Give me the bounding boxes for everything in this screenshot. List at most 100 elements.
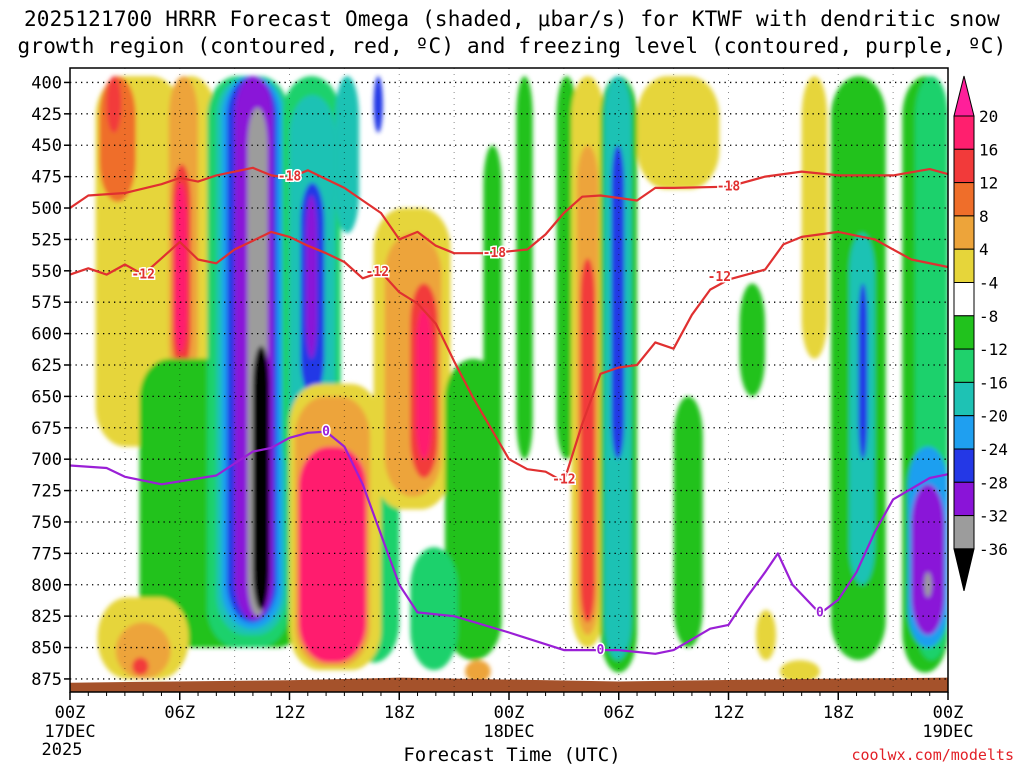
omega-feature-14	[252, 346, 270, 610]
omega-feature-36	[580, 258, 595, 623]
colorbar-swatch-4	[953, 248, 975, 283]
ground-fill	[70, 677, 948, 692]
contour-label-1: -12	[131, 268, 154, 283]
colorbar-label-13: -36	[979, 540, 1008, 559]
omega-feature-56	[779, 660, 820, 683]
colorbar-top-arrow	[953, 75, 975, 117]
y-tick-label-775: 775	[31, 544, 62, 564]
chart-title-line1: 2025121700 HRRR Forecast Omega (shaded, …	[23, 7, 1001, 31]
omega-feature-50	[911, 484, 945, 635]
chart-title: 2025121700 HRRR Forecast Omega (shaded, …	[0, 6, 1024, 60]
x-tick-date-0: 17DEC	[44, 722, 95, 742]
contour-label-2: -12	[366, 265, 389, 280]
omega-feature-31	[483, 145, 502, 535]
contour-label-9: 0	[816, 605, 824, 620]
y-tick-label-550: 550	[31, 262, 62, 282]
y-tick-label-400: 400	[31, 73, 62, 93]
contour-labels: -18 -12 -12 -18 -12 -18 -12 0 0 0	[130, 168, 826, 659]
omega-feature-57	[465, 660, 491, 683]
terrain-ground	[70, 677, 948, 692]
y-tick-label-725: 725	[31, 482, 62, 502]
x-tick-label-1: 06Z	[164, 703, 195, 723]
y-tick-label-850: 850	[31, 639, 62, 659]
omega-shading	[95, 76, 948, 683]
contour-label-3: -18	[483, 246, 507, 261]
colorbar-label-9: -20	[979, 407, 1008, 426]
colorbar-label-0: 20	[979, 107, 998, 126]
omega-feature-53	[115, 622, 171, 679]
x-tick-label-3: 18Z	[384, 703, 415, 723]
y-tick-label-600: 600	[31, 325, 62, 345]
omega-feature-51	[924, 572, 932, 598]
y-tick-label-675: 675	[31, 419, 62, 439]
contour-label-7: 0	[322, 425, 330, 440]
omega-feature-19	[335, 76, 360, 234]
omega-feature-6	[174, 182, 188, 353]
colorbar-swatch-10	[953, 448, 975, 483]
y-tick-label-525: 525	[31, 230, 62, 250]
y-tick-label-450: 450	[31, 136, 62, 156]
x-tick-label-2: 12Z	[274, 703, 305, 723]
contour-label-0: -18	[278, 170, 302, 185]
x-tick-date-4: 18DEC	[483, 722, 534, 742]
colorbar-label-6: -8	[979, 307, 998, 326]
y-tick-label-475: 475	[31, 168, 62, 188]
y-tick-label-875: 875	[31, 670, 62, 690]
x-tick-label-7: 18Z	[823, 703, 854, 723]
contour-freezing_level	[70, 430, 948, 655]
colorbar-label-5: -4	[979, 274, 998, 293]
omega-feature-28	[415, 308, 433, 460]
colorbar-swatch-2	[953, 182, 975, 217]
x-tick-date-8: 19DEC	[922, 722, 973, 742]
chart-title-line2: growth region (contoured, red, ºC) and f…	[17, 34, 1007, 58]
y-tick-label-825: 825	[31, 607, 62, 627]
x-tick-label-0: 00Z	[55, 703, 86, 723]
contour-label-6: -12	[708, 270, 731, 285]
y-tick-label-650: 650	[31, 387, 62, 407]
x-axis-title: Forecast Time (UTC)	[403, 744, 621, 766]
y-tick-label-425: 425	[31, 105, 62, 125]
x-tick-label-4: 00Z	[494, 703, 525, 723]
colorbar-swatch-5	[953, 282, 975, 317]
omega-feature-42	[739, 283, 766, 397]
omega-feature-2	[106, 76, 122, 133]
y-tick-label-575: 575	[31, 293, 62, 313]
omega-feature-30	[410, 547, 458, 671]
contour-dgz_minus12	[70, 230, 948, 483]
contour-label-5: -18	[717, 180, 741, 195]
colorbar-swatch-1	[953, 148, 975, 184]
colorbar-swatch-12	[953, 515, 975, 550]
colorbar-swatch-9	[953, 415, 975, 450]
omega-feature-18	[305, 195, 317, 359]
y-tick-label-500: 500	[31, 199, 62, 219]
colorbar-label-4: 4	[979, 240, 989, 259]
colorbar-swatch-6	[953, 315, 975, 350]
x-tick-label-6: 12Z	[713, 703, 744, 723]
x-tick-year-0: 2025	[42, 740, 83, 760]
omega-feature-41	[673, 396, 703, 648]
colorbar-swatch-7	[953, 348, 975, 383]
grid	[70, 68, 948, 692]
contour-dgz_minus18	[70, 166, 948, 255]
colorbar-label-1: 16	[979, 140, 998, 159]
colorbar: 20 16 12 8 4 -4 -8 -12 -16 -20 -24 -28 -32 -36	[953, 75, 1008, 592]
colorbar-label-8: -16	[979, 373, 1008, 392]
colorbar-swatch-8	[953, 381, 975, 417]
x-tick-label-5: 06Z	[603, 703, 634, 723]
omega-feature-46	[858, 283, 868, 460]
omega-feature-20	[373, 76, 383, 133]
y-tick-label-700: 700	[31, 450, 62, 470]
colorbar-label-7: -12	[979, 340, 1008, 359]
y-axis: 400 425 450 475 500 525 550 575 600 625 650 675 700 7…	[31, 73, 70, 690]
y-tick-label-625: 625	[31, 356, 62, 376]
colorbar-swatch-3	[953, 215, 975, 250]
omega-feature-54	[132, 657, 149, 676]
site-credit: coolwx.com/modelts	[851, 746, 1014, 764]
colorbar-label-11: -28	[979, 473, 1008, 492]
colorbar-label-12: -32	[979, 507, 1008, 526]
contour-label-8: 0	[597, 643, 605, 658]
colorbar-swatch-0	[953, 115, 975, 150]
omega-feature-24	[298, 446, 367, 663]
